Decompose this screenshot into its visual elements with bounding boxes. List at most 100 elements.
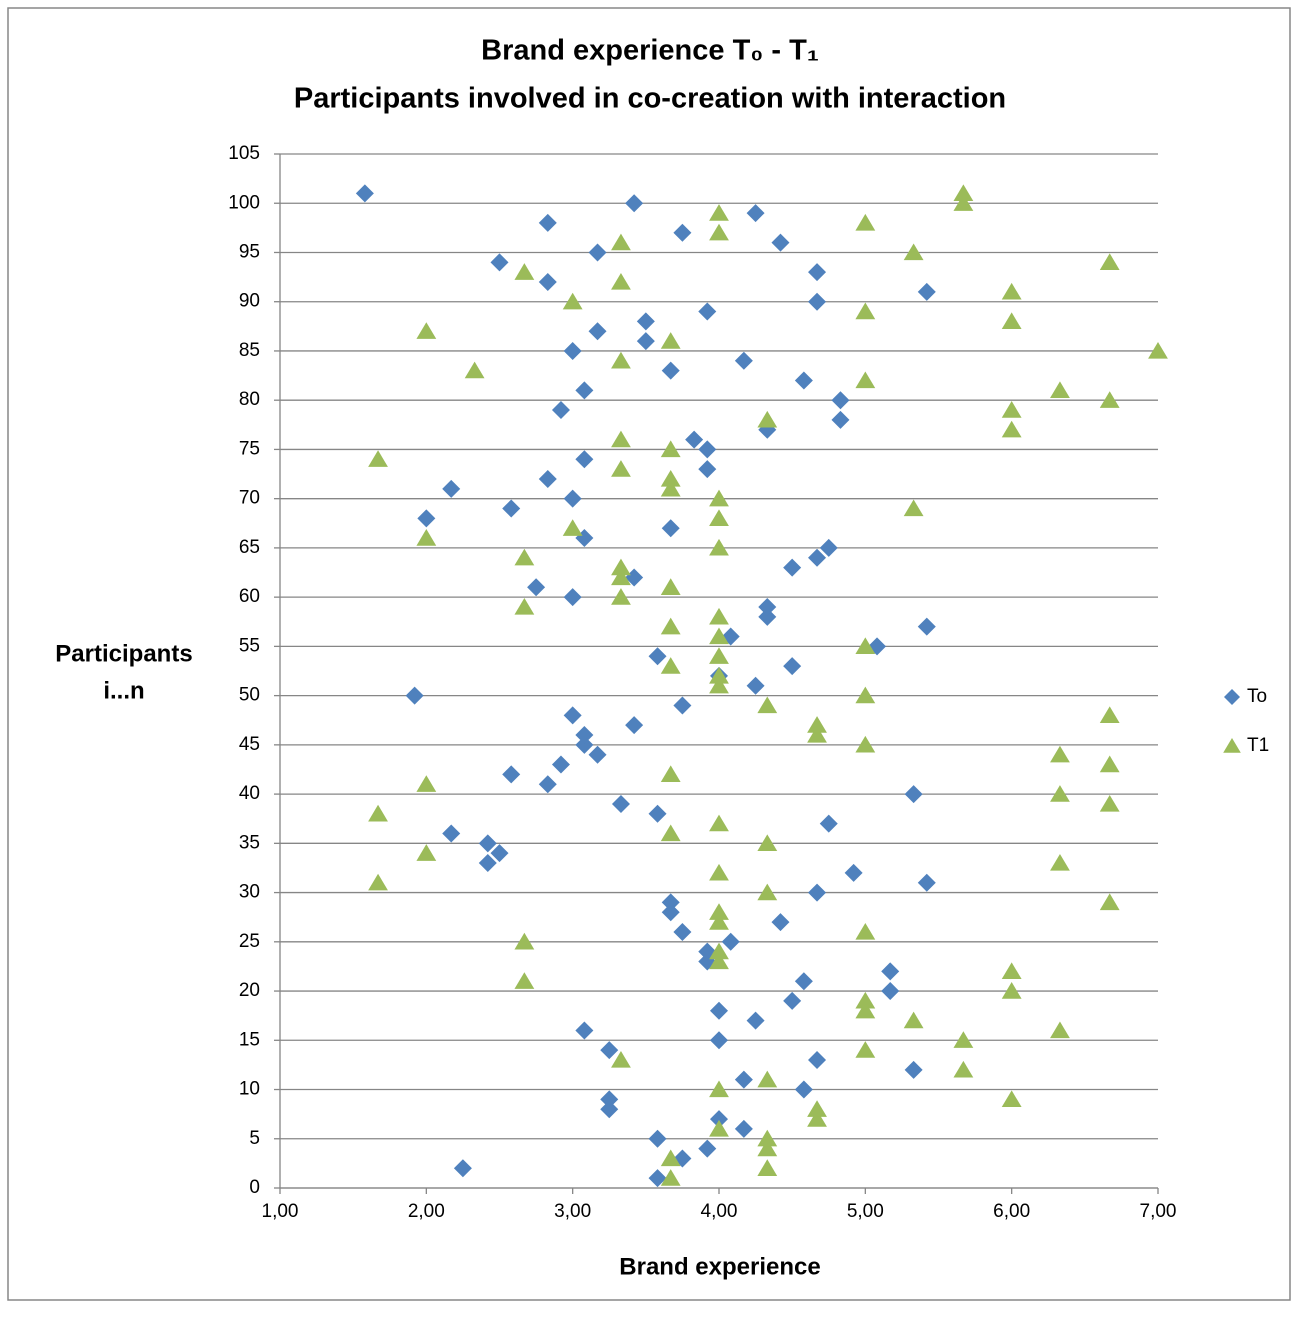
point <box>758 597 777 616</box>
y-axis-title: i...n <box>103 677 144 704</box>
point <box>709 489 729 507</box>
point <box>1099 755 1120 773</box>
point <box>660 479 681 497</box>
y-tick-label: 105 <box>228 143 260 164</box>
point <box>660 578 681 595</box>
point <box>416 529 437 546</box>
point <box>757 410 778 428</box>
point <box>757 696 778 714</box>
point <box>660 657 681 674</box>
point <box>538 273 557 292</box>
point <box>783 991 802 1010</box>
point <box>709 942 729 960</box>
point <box>1001 401 1022 418</box>
point <box>611 273 631 290</box>
point <box>442 824 461 843</box>
point <box>881 982 900 1001</box>
point <box>855 1041 876 1058</box>
point <box>538 469 557 488</box>
point <box>917 282 936 301</box>
x-tick-label: 5,00 <box>847 1201 884 1222</box>
point <box>794 1080 813 1099</box>
point <box>417 509 436 528</box>
y-tick-label: 45 <box>239 734 260 755</box>
point <box>807 1100 827 1117</box>
point <box>709 509 729 527</box>
point <box>563 706 582 725</box>
point <box>551 755 570 774</box>
point <box>953 184 974 202</box>
point <box>600 1100 619 1119</box>
point <box>563 341 582 360</box>
x-tick-label: 3,00 <box>554 1201 591 1222</box>
point <box>794 371 813 390</box>
y-tick-label: 15 <box>239 1029 260 1050</box>
point <box>903 499 924 517</box>
point <box>588 745 607 764</box>
point <box>405 686 424 705</box>
y-tick-label: 30 <box>239 882 260 903</box>
point <box>709 863 729 881</box>
point <box>611 460 631 477</box>
point <box>673 696 692 715</box>
point <box>904 1060 923 1079</box>
point <box>710 1110 728 1129</box>
point <box>771 233 790 252</box>
point <box>903 1011 924 1029</box>
point <box>490 844 509 863</box>
point <box>1001 312 1022 330</box>
point <box>368 873 388 891</box>
point <box>636 332 655 351</box>
point <box>611 430 631 448</box>
point <box>709 666 729 684</box>
point <box>953 194 974 211</box>
point <box>831 391 850 410</box>
point <box>710 1031 728 1050</box>
point <box>855 922 876 940</box>
point <box>368 804 388 822</box>
point <box>575 450 594 469</box>
point <box>844 863 863 882</box>
point <box>709 647 729 664</box>
point <box>709 204 729 221</box>
point <box>660 332 681 349</box>
point <box>416 775 437 792</box>
point <box>660 1169 681 1186</box>
point <box>709 538 729 556</box>
point <box>648 1129 667 1148</box>
legend-marker <box>1224 689 1240 705</box>
point <box>1099 253 1120 270</box>
point <box>625 716 644 735</box>
point <box>600 1041 619 1060</box>
x-tick-label: 4,00 <box>701 1201 738 1222</box>
point <box>917 617 936 636</box>
y-tick-label: 10 <box>239 1079 260 1100</box>
point <box>757 883 778 901</box>
point <box>588 243 607 262</box>
point <box>648 1169 667 1188</box>
point <box>1050 745 1070 763</box>
y-tick-label: 40 <box>239 783 260 804</box>
point <box>660 824 681 842</box>
y-tick-label: 55 <box>239 635 260 656</box>
point <box>783 657 802 676</box>
point <box>721 932 740 951</box>
point <box>855 637 876 655</box>
point <box>1099 794 1120 812</box>
point <box>953 1031 974 1048</box>
point <box>808 1050 827 1069</box>
point <box>709 952 729 970</box>
point <box>709 814 729 832</box>
point <box>807 726 827 743</box>
point <box>611 588 631 605</box>
point <box>514 548 535 566</box>
point <box>746 676 765 695</box>
point <box>698 440 717 459</box>
point <box>698 1139 717 1158</box>
point <box>611 351 631 369</box>
x-tick-label: 6,00 <box>993 1201 1030 1222</box>
point <box>709 903 729 920</box>
point <box>661 361 680 380</box>
point <box>757 1139 778 1157</box>
